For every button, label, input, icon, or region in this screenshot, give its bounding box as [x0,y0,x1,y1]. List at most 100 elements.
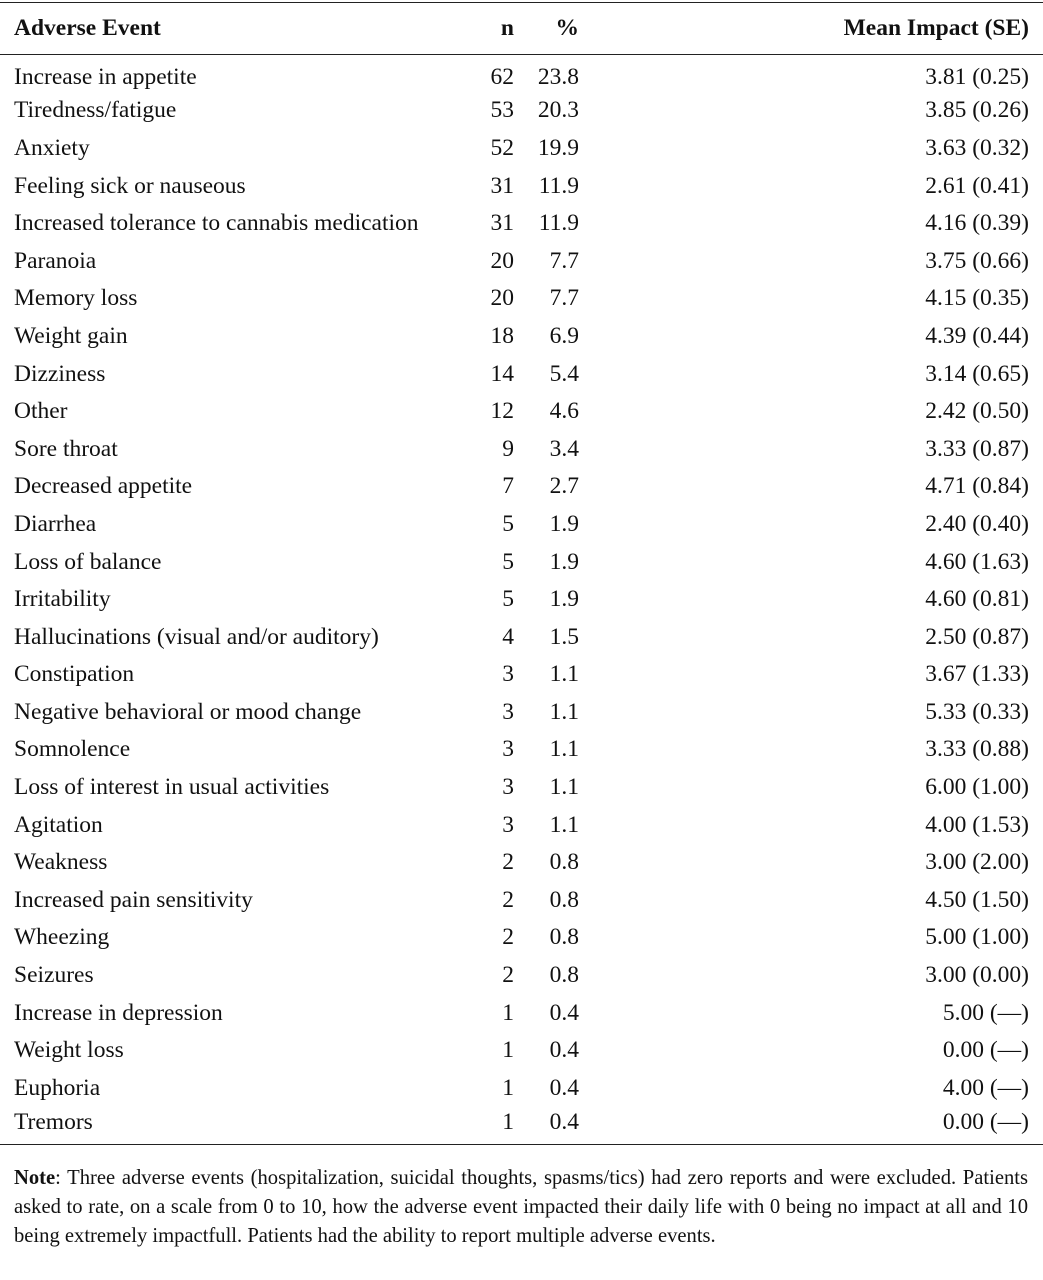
cell-percent: 6.9 [549,322,579,349]
table-row: Weight gain 18 6.9 4.39 (0.44) [0,318,1043,356]
cell-percent: 11.9 [538,172,579,199]
header-mean-impact: Mean Impact (SE) [595,2,1043,55]
cell-n: 3 [502,698,514,725]
cell-mean-impact: 2.61 (0.41) [925,172,1029,199]
cell-adverse-event: Somnolence [14,736,131,763]
table-row: Other 12 4.6 2.42 (0.50) [0,393,1043,431]
cell-n: 14 [490,360,515,387]
cell-mean-impact: 4.39 (0.44) [925,322,1029,349]
cell-percent: 7.7 [549,247,579,274]
cell-mean-impact: 0.00 (—) [942,1037,1029,1064]
cell-n: 3 [502,811,514,838]
table-row: Paranoia 20 7.7 3.75 (0.66) [0,242,1043,280]
cell-n: 20 [490,285,515,312]
table-row: Memory loss 20 7.7 4.15 (0.35) [0,280,1043,318]
cell-n: 18 [490,322,515,349]
cell-adverse-event: Other [14,398,68,425]
cell-percent: 2.7 [549,473,579,500]
table-row: Irritability 5 1.9 4.60 (0.81) [0,581,1043,619]
cell-n: 2 [502,962,514,989]
cell-percent: 1.1 [549,661,579,688]
adverse-events-table-container: Adverse Event n % Mean Impact (SE) Incre… [0,2,1043,1146]
cell-percent: 0.8 [549,886,579,913]
table-row: Tiredness/fatigue 53 20.3 3.85 (0.26) [0,92,1043,130]
table-row: Negative behavioral or mood change 3 1.1 5.… [0,694,1043,732]
cell-n: 1 [502,999,514,1026]
table-row: Decreased appetite 7 2.7 4.71 (0.84) [0,468,1043,506]
cell-adverse-event: Negative behavioral or mood change [14,698,362,725]
cell-n: 3 [502,661,514,688]
table-row: Increase in appetite 62 23.8 3.81 (0.25) [0,55,1043,93]
cell-mean-impact: 4.00 (1.53) [925,811,1029,838]
cell-adverse-event: Weight loss [14,1037,124,1064]
cell-mean-impact: 4.15 (0.35) [925,285,1029,312]
cell-adverse-event: Tiredness/fatigue [14,97,177,124]
cell-n: 1 [502,1074,514,1101]
cell-percent: 11.9 [538,210,579,237]
cell-mean-impact: 3.67 (1.33) [925,661,1029,688]
cell-adverse-event: Loss of interest in usual activities [14,774,330,801]
cell-n: 5 [502,548,514,575]
cell-mean-impact: 4.50 (1.50) [925,886,1029,913]
table-row: Increased pain sensitivity 2 0.8 4.50 (1.50… [0,882,1043,920]
cell-adverse-event: Increased tolerance to cannabis medicati… [14,210,419,237]
cell-mean-impact: 4.71 (0.84) [925,473,1029,500]
cell-percent: 0.8 [549,924,579,951]
table-row: Tremors 1 0.4 0.00 (—) [0,1107,1043,1146]
cell-n: 1 [502,1037,514,1064]
cell-percent: 1.9 [549,586,579,613]
cell-n: 9 [502,435,514,462]
cell-mean-impact: 5.00 (—) [942,999,1029,1026]
cell-percent: 0.4 [549,1074,579,1101]
cell-percent: 20.3 [537,97,579,124]
cell-mean-impact: 4.60 (1.63) [925,548,1029,575]
cell-adverse-event: Decreased appetite [14,473,193,500]
cell-mean-impact: 3.14 (0.65) [925,360,1029,387]
table-header: Adverse Event n % Mean Impact (SE) [0,2,1043,55]
cell-percent: 5.4 [549,360,579,387]
table-row: Loss of balance 5 1.9 4.60 (1.63) [0,543,1043,581]
cell-n: 7 [502,473,514,500]
cell-adverse-event: Dizziness [14,360,106,387]
cell-n: 62 [490,64,515,91]
cell-adverse-event: Weight gain [14,322,128,349]
table-row: Sore throat 9 3.4 3.33 (0.87) [0,430,1043,468]
cell-mean-impact: 3.85 (0.26) [925,97,1029,124]
cell-mean-impact: 2.40 (0.40) [925,510,1029,537]
cell-adverse-event: Memory loss [14,285,138,312]
cell-mean-impact: 2.42 (0.50) [925,398,1029,425]
table-row: Loss of interest in usual activities 3 1.1… [0,769,1043,807]
table-row: Increased tolerance to cannabis medicati… [0,205,1043,243]
cell-adverse-event: Weakness [14,849,108,876]
cell-percent: 23.8 [537,64,579,91]
cell-mean-impact: 3.75 (0.66) [925,247,1029,274]
cell-percent: 1.5 [549,623,579,650]
header-percent: % [520,2,595,55]
table-row: Agitation 3 1.1 4.00 (1.53) [0,806,1043,844]
cell-mean-impact: 3.33 (0.87) [925,435,1029,462]
table-row: Hallucinations (visual and/or auditory) 4… [0,618,1043,656]
table-row: Euphoria 1 0.4 4.00 (—) [0,1070,1043,1108]
cell-percent: 1.9 [549,510,579,537]
cell-n: 2 [502,886,514,913]
cell-percent: 0.4 [549,999,579,1026]
table-row: Diarrhea 5 1.9 2.40 (0.40) [0,506,1043,544]
table-row: Dizziness 14 5.4 3.14 (0.65) [0,355,1043,393]
cell-adverse-event: Anxiety [14,134,90,161]
cell-n: 4 [502,623,514,650]
table-row: Anxiety 52 19.9 3.63 (0.32) [0,130,1043,168]
cell-adverse-event: Paranoia [14,247,97,274]
cell-mean-impact: 2.50 (0.87) [925,623,1029,650]
cell-mean-impact: 4.00 (—) [942,1074,1029,1101]
note-label: Note [14,1167,56,1189]
cell-percent: 19.9 [537,134,579,161]
cell-adverse-event: Agitation [14,811,103,838]
cell-adverse-event: Loss of balance [14,548,162,575]
cell-adverse-event: Seizures [14,962,94,989]
cell-percent: 3.4 [549,435,579,462]
cell-percent: 0.8 [549,962,579,989]
table-row: Weight loss 1 0.4 0.00 (—) [0,1032,1043,1070]
cell-n: 2 [502,924,514,951]
cell-mean-impact: 3.63 (0.32) [925,134,1029,161]
